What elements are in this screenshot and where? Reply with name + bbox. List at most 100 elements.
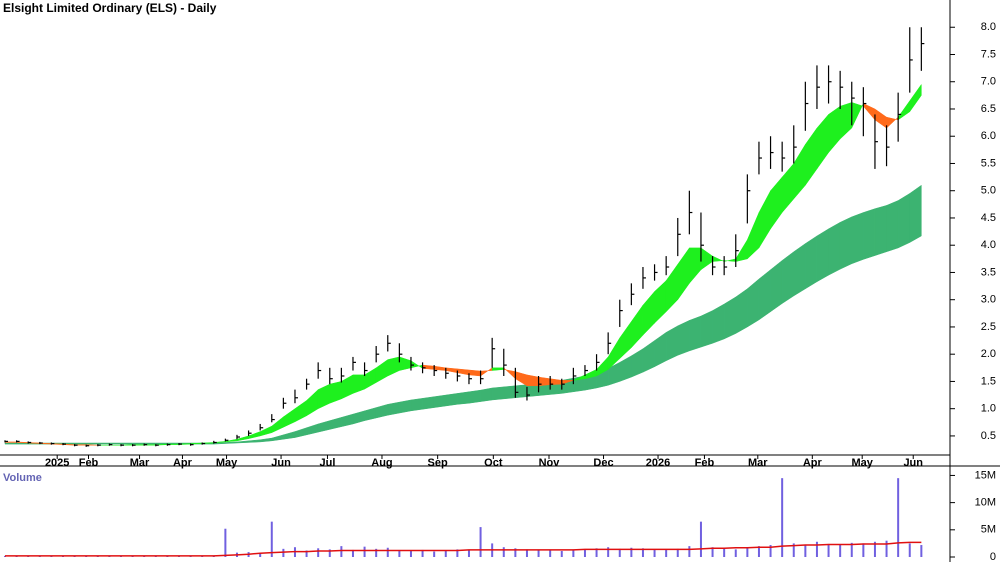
volume-bar: [618, 548, 621, 557]
volume-bar: [839, 544, 842, 557]
y-tick-label: 5.0: [981, 185, 996, 197]
volume-y-tick-label: 10M: [975, 497, 996, 509]
slow-band: [422, 396, 435, 410]
volume-bar: [560, 551, 563, 557]
x-tick-label: 2025: [45, 457, 69, 469]
slow-band: [805, 235, 818, 290]
y-tick-label: 5.5: [981, 157, 996, 169]
volume-bar: [711, 547, 714, 557]
volume-bar: [583, 549, 586, 557]
volume-bar: [363, 546, 366, 557]
slow-band: [874, 205, 887, 256]
x-tick-label: 2026: [646, 457, 670, 469]
volume-bar: [885, 540, 888, 557]
slow-band: [863, 208, 876, 260]
volume-bar: [409, 551, 412, 557]
fast-band: [526, 374, 539, 387]
volume-bar: [421, 549, 424, 557]
volume-bar: [259, 553, 262, 557]
volume-bar: [433, 551, 436, 557]
slow-band: [468, 389, 481, 404]
slow-band: [97, 442, 110, 445]
slow-band: [677, 320, 690, 356]
slow-band: [712, 303, 725, 344]
volume-y-tick-label: 15M: [975, 469, 996, 481]
x-tick-label: Mar: [748, 457, 768, 469]
x-tick-label: Apr: [803, 457, 823, 469]
volume-bar: [386, 547, 389, 557]
volume-bar: [653, 549, 656, 557]
x-tick-label: Feb: [79, 457, 99, 469]
slow-band: [515, 384, 528, 399]
volume-bar: [641, 548, 644, 557]
fast-band: [468, 369, 481, 377]
y-tick-label: 3.5: [981, 266, 996, 278]
y-tick-label: 6.5: [981, 103, 996, 115]
slow-band: [770, 259, 783, 313]
slow-band: [793, 243, 806, 297]
slow-band: [457, 391, 470, 405]
volume-bar: [757, 546, 760, 557]
marks: [3, 27, 925, 557]
volume-bar: [595, 548, 598, 557]
slow-band: [735, 288, 748, 334]
volume-bar: [746, 547, 749, 557]
y-tick-label: 4.5: [981, 212, 996, 224]
x-tick-label: Nov: [539, 457, 561, 469]
x-tick-label: Feb: [695, 457, 715, 469]
fast-band: [4, 441, 17, 443]
y-tick-label: 3.0: [981, 294, 996, 306]
volume-bar: [688, 546, 691, 557]
volume-bar: [270, 521, 273, 557]
volume-bar: [340, 546, 343, 557]
slow-band: [74, 442, 87, 445]
x-tick-label: May: [851, 457, 873, 469]
x-tick-label: Jun: [903, 457, 923, 469]
volume-bar: [514, 548, 517, 557]
slow-band: [410, 398, 423, 412]
volume-bar: [723, 548, 726, 557]
slow-band: [816, 228, 829, 283]
volume-bar: [769, 545, 772, 557]
volume-bar: [467, 549, 470, 557]
volume-bar: [282, 548, 285, 557]
fast-band: [909, 83, 922, 113]
volume-bar: [375, 548, 378, 557]
slow-band: [909, 184, 922, 243]
volume-bar: [351, 549, 354, 557]
y-tick-label: 4.0: [981, 239, 996, 251]
x-tick-label: Oct: [484, 457, 503, 469]
volume-bar: [862, 543, 865, 557]
slow-band: [851, 212, 864, 265]
y-tick-label: 0.5: [981, 430, 996, 442]
slow-band: [839, 216, 853, 270]
y-tick-label: 1.0: [981, 403, 996, 415]
volume-title: Volume: [3, 472, 42, 484]
volume-bar: [549, 549, 552, 557]
y-tick-label: 8.0: [981, 21, 996, 33]
volume-bar: [502, 547, 505, 557]
slow-band: [143, 442, 157, 445]
x-tick-label: Apr: [173, 457, 193, 469]
chart-title: Elsight Limited Ordinary (ELS) - Daily: [3, 1, 217, 15]
x-tick-label: May: [216, 457, 238, 469]
volume-bar: [607, 547, 610, 557]
slow-band: [886, 200, 899, 253]
y-tick-label: 2.0: [981, 348, 996, 360]
volume-bar: [734, 549, 737, 557]
volume-bar: [525, 549, 528, 557]
volume-bar: [328, 549, 331, 557]
slow-band: [723, 296, 737, 340]
slow-band: [132, 442, 145, 445]
volume-bar: [781, 478, 784, 557]
volume-bar: [317, 548, 320, 557]
slow-band: [85, 442, 99, 445]
x-tick-label: Jun: [271, 457, 291, 469]
volume-average: [4, 541, 922, 557]
slow-band: [480, 387, 493, 402]
volume-bar: [920, 545, 923, 557]
volume-bar: [224, 528, 227, 557]
volume-bar: [873, 541, 876, 557]
slow-band: [109, 442, 122, 445]
